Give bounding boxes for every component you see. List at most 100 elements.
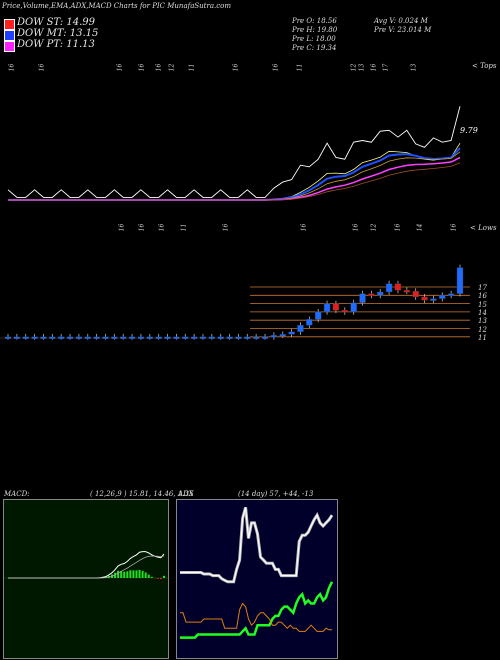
adx-chart — [180, 507, 334, 639]
candle — [306, 319, 313, 326]
adx-params: (14 day) 57, +44, -13 — [238, 490, 314, 498]
stat-prev-open: Pre O: 18.56 — [292, 17, 337, 25]
candle — [297, 325, 304, 332]
candle — [315, 311, 322, 320]
adx-line-shadow — [180, 507, 334, 584]
macd-hist-bar — [144, 572, 147, 578]
candle — [456, 267, 464, 294]
candle — [421, 296, 428, 301]
minus-di-line — [180, 602, 332, 632]
legend-pt-swatch — [4, 41, 15, 52]
candle — [412, 290, 419, 298]
candle — [244, 336, 251, 339]
ema-pt-line — [8, 156, 461, 201]
candle — [190, 336, 198, 339]
ema-mt-line — [8, 147, 461, 201]
macd-panel — [3, 499, 169, 659]
tops-line — [7, 106, 461, 198]
ema-last-label: 9.79 — [460, 126, 478, 135]
candle — [137, 336, 145, 339]
macd-hist-bar — [135, 570, 138, 578]
adx-line — [180, 507, 333, 583]
legend-pt-label: DOW PT: 11.13 — [17, 39, 95, 50]
price-level-label: 17 — [478, 284, 487, 292]
macd-hist-bar — [159, 578, 162, 580]
candle — [199, 336, 207, 339]
macd-hist-bar — [163, 575, 165, 578]
ema-corner-label: < Tops — [472, 62, 497, 70]
macd-hist-bar — [123, 571, 126, 578]
candle — [75, 336, 83, 339]
candle — [235, 336, 242, 339]
candle — [84, 336, 91, 339]
candle — [253, 336, 260, 339]
price-level-label: 14 — [478, 308, 487, 317]
candle — [341, 310, 348, 313]
stat-prev-low: Pre L: 18.00 — [292, 35, 336, 43]
candle — [13, 336, 21, 339]
candle — [155, 336, 162, 339]
ema-short-line — [8, 142, 461, 201]
candle — [182, 336, 189, 339]
macd-params: ( 12,26,9 ) 15.81, 14.46, 1.35 — [90, 490, 194, 498]
candle — [120, 336, 127, 339]
candle — [323, 303, 331, 313]
candle — [403, 290, 410, 293]
candle-corner-label: < Lows — [470, 224, 497, 232]
stat-prev-vol: Pre V: 23.014 M — [374, 26, 432, 34]
candle — [93, 336, 100, 339]
candle — [31, 336, 38, 339]
price-level-label: 12 — [478, 325, 487, 334]
candle — [128, 336, 136, 339]
candle — [447, 293, 455, 296]
candle — [270, 334, 278, 338]
macd-hist-bar — [129, 570, 132, 578]
candle — [350, 302, 357, 313]
candle — [226, 336, 233, 339]
candle — [377, 291, 384, 296]
candle — [40, 336, 47, 339]
macd-chart — [4, 551, 168, 580]
candle — [279, 334, 286, 337]
macd-hist-bar — [117, 570, 120, 578]
candle — [22, 336, 29, 339]
macd-title: MACD: — [4, 490, 30, 498]
candle — [102, 336, 109, 339]
macd-hist-bar — [132, 570, 135, 578]
macd-hist-bar — [141, 571, 144, 578]
macd-hist-bar — [120, 570, 123, 578]
candle — [146, 336, 153, 339]
candle — [332, 303, 340, 311]
candle — [430, 298, 437, 301]
candle — [394, 283, 402, 291]
candle — [385, 283, 393, 293]
macd-hist-bar — [138, 569, 141, 578]
candle — [217, 336, 224, 339]
macd-hist-bar — [150, 576, 153, 578]
macd-hist-bar — [114, 572, 117, 578]
macd-line — [8, 551, 165, 579]
legend-mt-label: DOW MT: 13.15 — [17, 28, 99, 39]
candle — [164, 336, 171, 339]
stat-avg-vol: Avg V: 0.024 M — [374, 17, 428, 25]
candle — [49, 336, 56, 339]
price-level-label: 13 — [478, 317, 487, 326]
plus-di-line — [180, 581, 334, 639]
candle — [111, 336, 118, 339]
stat-prev-close: Pre C: 19.34 — [292, 44, 337, 52]
candle — [261, 336, 269, 339]
candle — [58, 336, 65, 339]
legend-mt-swatch — [4, 30, 15, 41]
legend-st-swatch — [4, 19, 15, 30]
candle — [173, 336, 180, 339]
price-level-label: 16 — [478, 292, 487, 301]
candle — [368, 293, 375, 296]
candle — [288, 331, 295, 335]
adx-title: ADX — [178, 490, 194, 498]
macd-signal-line — [8, 555, 165, 579]
adx-panel — [176, 499, 338, 659]
candle — [66, 336, 74, 339]
stat-prev-high: Pre H: 19.80 — [292, 26, 338, 34]
price-chart — [0, 106, 470, 340]
ema-long-line — [8, 151, 461, 201]
